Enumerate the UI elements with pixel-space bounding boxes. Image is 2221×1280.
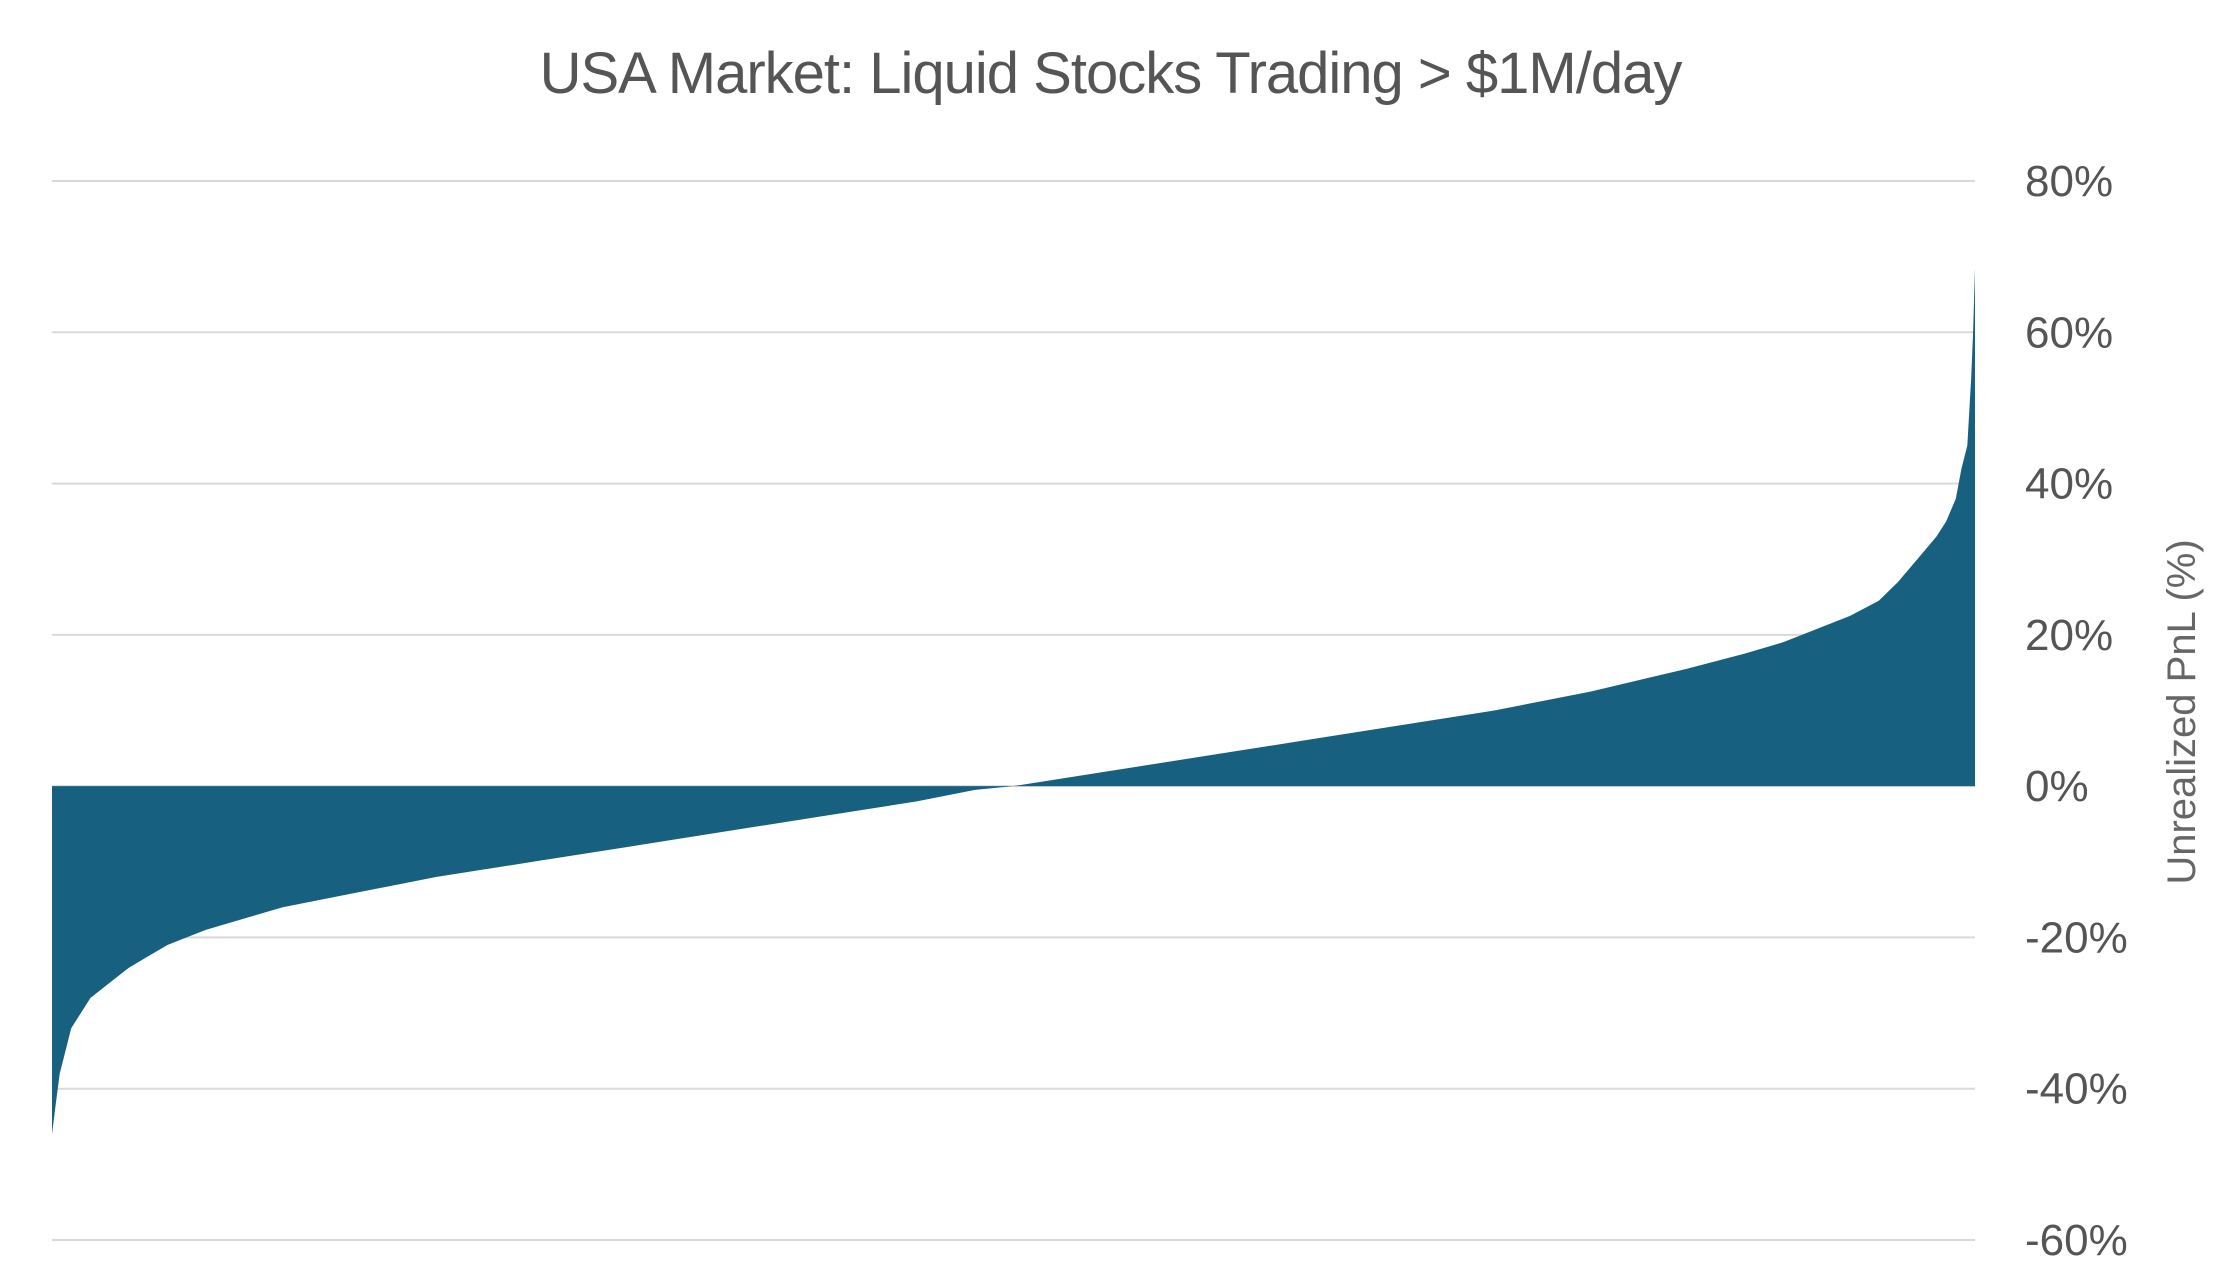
- y-tick-label: 80%: [2025, 157, 2113, 206]
- pnl-area-series: [52, 268, 1975, 1135]
- y-tick-label: 60%: [2025, 308, 2113, 357]
- y-tick-label: -40%: [2025, 1065, 2128, 1114]
- y-tick-label: 20%: [2025, 611, 2113, 660]
- y-axis-title: Unrealized PnL (%): [2160, 539, 2204, 884]
- y-tick-label: 40%: [2025, 460, 2113, 509]
- y-tick-label: -20%: [2025, 913, 2128, 962]
- y-tick-label: 0%: [2025, 762, 2089, 811]
- y-tick-label: -60%: [2025, 1216, 2128, 1265]
- chart-title: USA Market: Liquid Stocks Trading > $1M/…: [539, 41, 1683, 106]
